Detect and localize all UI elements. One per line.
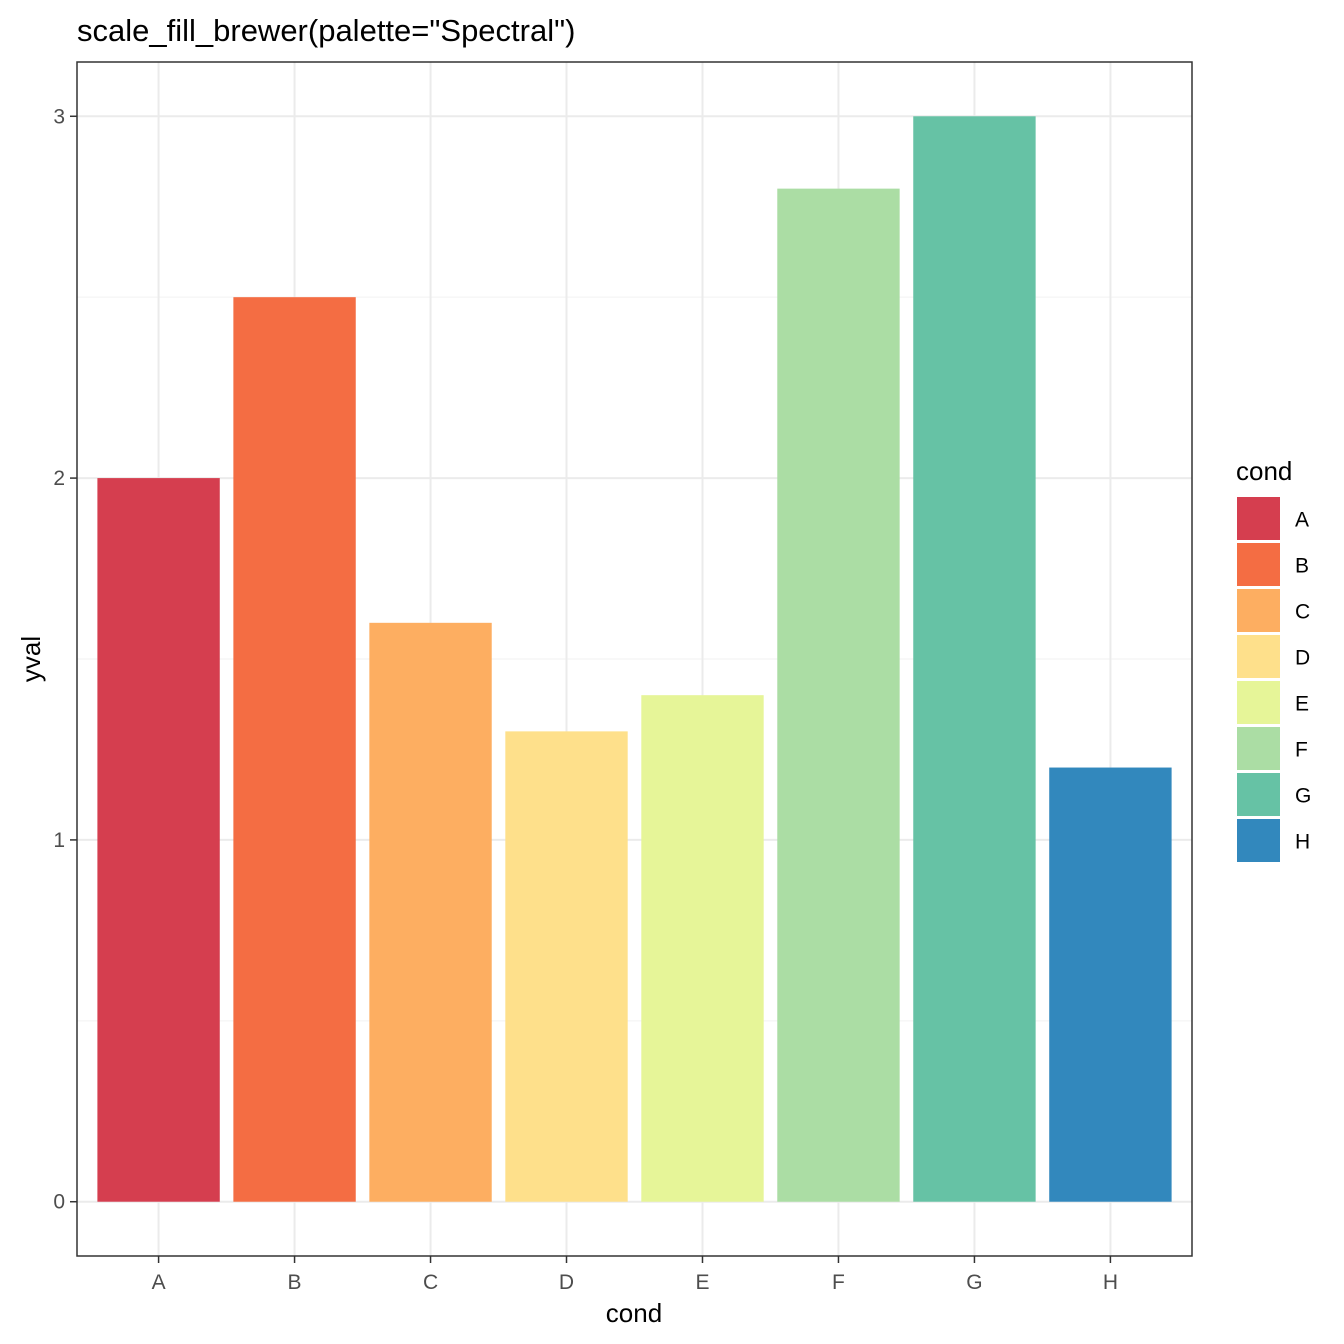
legend-key-C <box>1237 589 1280 632</box>
bar-A <box>97 478 220 1202</box>
x-tick-label: F <box>832 1271 845 1294</box>
legend-label: D <box>1295 647 1310 670</box>
x-axis: A B C D E F G H <box>152 1256 1118 1294</box>
x-tick-label: E <box>695 1271 709 1294</box>
bar-C <box>369 622 492 1202</box>
x-tick-label: A <box>152 1271 166 1294</box>
legend-key-E <box>1237 681 1280 724</box>
x-tick-label: C <box>423 1271 438 1294</box>
legend-key-D <box>1237 635 1280 678</box>
bar-D <box>505 731 628 1202</box>
y-tick-label: 1 <box>53 829 65 852</box>
y-tick-label: 2 <box>53 467 65 490</box>
legend-label: F <box>1295 739 1308 762</box>
bars <box>97 116 1172 1202</box>
legend-label: A <box>1295 509 1309 532</box>
bar-B <box>233 297 356 1202</box>
x-tick-label: G <box>966 1271 982 1294</box>
legend-label: C <box>1295 601 1310 624</box>
legend-title: cond <box>1236 456 1292 486</box>
legend-key-G <box>1237 773 1280 816</box>
bar-F <box>777 188 900 1202</box>
x-tick-label: B <box>288 1271 302 1294</box>
legend-label: G <box>1295 785 1311 808</box>
x-tick-label: H <box>1103 1271 1118 1294</box>
legend-key-F <box>1237 727 1280 770</box>
y-axis: 0 1 2 3 <box>53 105 77 1214</box>
y-axis-title: yval <box>16 636 46 682</box>
legend-key-B <box>1237 543 1280 586</box>
legend-key-A <box>1237 497 1280 540</box>
plot-panel <box>76 61 1193 1257</box>
legend-key-H <box>1237 819 1280 862</box>
chart-title: scale_fill_brewer(palette="Spectral") <box>77 13 575 48</box>
panel-border <box>76 61 1193 1257</box>
legend-label: H <box>1295 831 1310 854</box>
legend-label: E <box>1295 693 1309 716</box>
y-tick-label: 3 <box>53 105 65 128</box>
bar-H <box>1049 767 1172 1202</box>
legend-label: B <box>1295 555 1309 578</box>
bar-E <box>641 695 764 1202</box>
x-tick-label: D <box>559 1271 574 1294</box>
x-axis-title: cond <box>606 1298 662 1328</box>
bar-G <box>913 116 1036 1202</box>
y-tick-label: 0 <box>53 1191 65 1214</box>
